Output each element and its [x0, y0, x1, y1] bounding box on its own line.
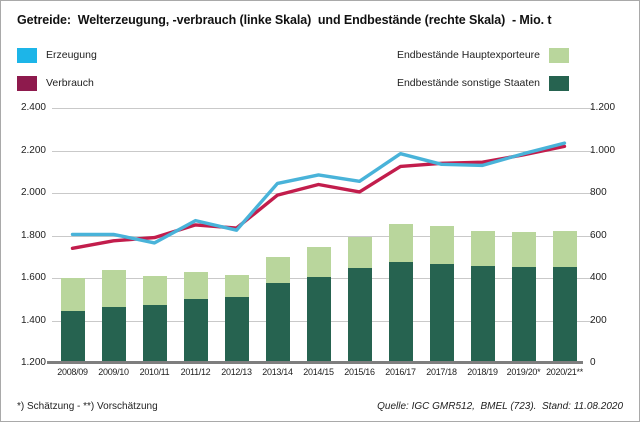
bar-segment-sonstige-staaten [552, 266, 577, 363]
bar-segment-hauptexporteure [306, 246, 331, 278]
legend-item-erzeugung: Erzeugung [17, 47, 97, 63]
verbrauch-swatch-icon [17, 75, 37, 91]
y-axis-right-label: 1.200 [590, 102, 616, 113]
x-axis-label: 2019/20* [506, 367, 541, 377]
x-axis-label: 2014/15 [303, 367, 334, 377]
footnote: *) Schätzung - **) Vorschätzung [17, 401, 158, 412]
gridline [52, 150, 593, 152]
bar-segment-sonstige-staaten [306, 277, 331, 363]
y-axis-right-label: 200 [590, 314, 607, 326]
verbrauch-line [70, 144, 567, 251]
x-axis-label: 2013/14 [262, 367, 293, 377]
bar-segment-sonstige-staaten [511, 266, 536, 363]
bar-segment-sonstige-staaten [183, 299, 208, 363]
x-axis-label: 2008/09 [57, 367, 88, 377]
bar-segment-sonstige-staaten [142, 305, 167, 363]
x-axis-label: 2015/16 [344, 367, 375, 377]
bar-segment-hauptexporteure [60, 278, 85, 311]
y-axis-left-label: 1.200 [20, 357, 46, 368]
y-axis-right-label: 0 [590, 357, 596, 368]
bar-segment-sonstige-staaten [101, 307, 126, 363]
bar-segment-sonstige-staaten [224, 296, 249, 363]
erzeugung-line [70, 141, 567, 245]
gridline [52, 108, 593, 109]
bar-segment-sonstige-staaten [60, 310, 85, 363]
x-axis-label: 2018/19 [467, 367, 498, 377]
bar-segment-hauptexporteure [347, 237, 372, 268]
bar-segment-hauptexporteure [388, 224, 413, 263]
legend-item-verbrauch: Verbrauch [17, 75, 94, 91]
bar-segment-hauptexporteure [183, 271, 208, 300]
legend-label-endbestaende-hauptexporteure: Endbestände Hauptexporteure [396, 49, 540, 61]
y-axis-left-label: 1.400 [20, 314, 46, 326]
bar-segment-hauptexporteure [265, 256, 290, 284]
source-note: Quelle: IGC GMR512, BMEL (723). Stand: 1… [377, 401, 623, 412]
gridline [52, 193, 593, 194]
chart-title: Getreide: Welterzeugung, -verbrauch (lin… [17, 13, 552, 27]
gridline [52, 235, 593, 237]
legend-item-endbestaende-hauptexporteure: Endbestände Hauptexporteure [397, 47, 569, 63]
bar-segment-hauptexporteure [470, 231, 495, 267]
bar-segment-sonstige-staaten [470, 266, 495, 363]
bar-segment-hauptexporteure [101, 269, 126, 308]
x-axis-label: 2009/10 [98, 367, 129, 377]
bar-segment-hauptexporteure [224, 274, 249, 297]
x-axis-label: 2017/18 [426, 367, 457, 377]
y-axis-right-label: 600 [590, 229, 607, 241]
bar-segment-sonstige-staaten [265, 283, 290, 363]
bar-segment-sonstige-staaten [347, 267, 372, 363]
endbestaende-hauptexporteure-swatch-icon [549, 47, 569, 63]
x-axis-label: 2010/11 [139, 367, 170, 377]
x-axis-label: 2020/21** [546, 367, 583, 377]
legend-label-verbrauch: Verbrauch [46, 77, 94, 89]
legend-label-erzeugung: Erzeugung [46, 49, 97, 61]
bar-segment-hauptexporteure [511, 232, 536, 267]
y-axis-left-label: 2.400 [20, 102, 46, 113]
x-axis-line [47, 361, 583, 364]
bar-segment-sonstige-staaten [429, 263, 454, 363]
legend-label-endbestaende-sonstige: Endbestände sonstige Staaten [396, 77, 540, 89]
y-axis-right-label: 400 [590, 272, 607, 283]
y-axis-left-label: 1.800 [20, 229, 46, 241]
y-axis-left-label: 1.600 [20, 272, 46, 283]
endbestaende-sonstige-swatch-icon [549, 75, 569, 91]
x-axis-label: 2016/17 [385, 367, 416, 377]
plot-area [52, 108, 593, 363]
x-axis-label: 2011/12 [180, 367, 211, 377]
legend-item-endbestaende-sonstige: Endbestände sonstige Staaten [397, 75, 569, 91]
bar-segment-sonstige-staaten [388, 262, 413, 363]
y-axis-right-label: 800 [590, 187, 607, 198]
y-axis-left-label: 2.200 [20, 144, 46, 156]
lines-layer [70, 141, 567, 251]
y-axis-left-label: 2.000 [20, 187, 46, 198]
erzeugung-swatch-icon [17, 47, 37, 63]
y-axis-right-label: 1.000 [590, 144, 616, 156]
x-axis-label: 2012/13 [221, 367, 252, 377]
bar-segment-hauptexporteure [552, 230, 577, 267]
bar-segment-hauptexporteure [142, 275, 167, 306]
bar-segment-hauptexporteure [429, 225, 454, 264]
